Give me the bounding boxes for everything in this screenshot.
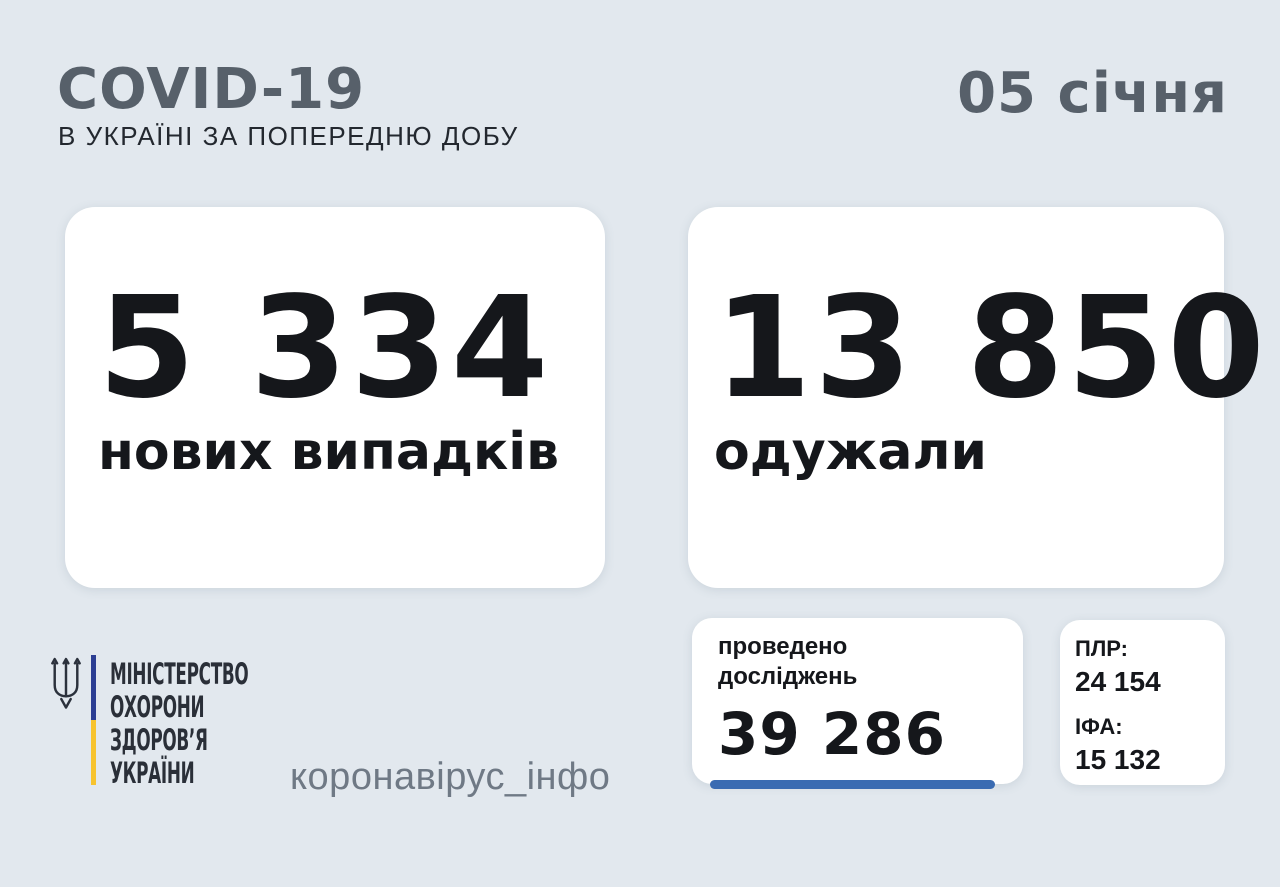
blue-accent-bar — [710, 780, 995, 789]
ministry-line: УКРАЇНИ — [110, 756, 195, 790]
recovered-card: 13 850 одужали — [688, 207, 1268, 588]
test-types-card: ПЛР: 24 154 ІФА: 15 132 — [1060, 620, 1225, 785]
recovered-label: одужали — [714, 422, 987, 482]
plr-value: 24 154 — [1075, 666, 1161, 697]
ifa-label: ІФА: — [1075, 714, 1123, 739]
ministry-line: МІНІСТЕРСТВО — [110, 657, 249, 691]
tests-label-line2: досліджень — [718, 663, 858, 690]
recovered-value: 13 850 — [714, 267, 1268, 430]
page-title: COVID-19 — [57, 57, 366, 122]
ministry-line: ОХОРОНИ — [110, 690, 205, 724]
ifa-value: 15 132 — [1075, 744, 1161, 775]
plr-label: ПЛР: — [1075, 636, 1128, 661]
ukraine-trident-icon — [51, 657, 81, 709]
report-date: 05 січня — [957, 61, 1228, 126]
telegram-channel-name: коронавірус_інфо — [290, 756, 611, 798]
ministry-name: МІНІСТЕРСТВО ОХОРОНИ ЗДОРОВ’Я УКРАЇНИ — [110, 657, 249, 790]
ministry-line: ЗДОРОВ’Я — [110, 723, 208, 757]
new-cases-label: нових випадків — [98, 422, 560, 482]
new-cases-value: 5 334 — [98, 267, 552, 430]
tests-label-line1: проведено — [718, 633, 848, 660]
ukraine-flag-bar — [91, 655, 96, 785]
new-cases-card: 5 334 нових випадків — [65, 207, 605, 588]
tests-card: проведено досліджень 39 286 — [692, 618, 1023, 789]
page-subtitle: В УКРАЇНІ ЗА ПОПЕРЕДНЮ ДОБУ — [58, 121, 519, 151]
tests-value: 39 286 — [718, 700, 946, 768]
